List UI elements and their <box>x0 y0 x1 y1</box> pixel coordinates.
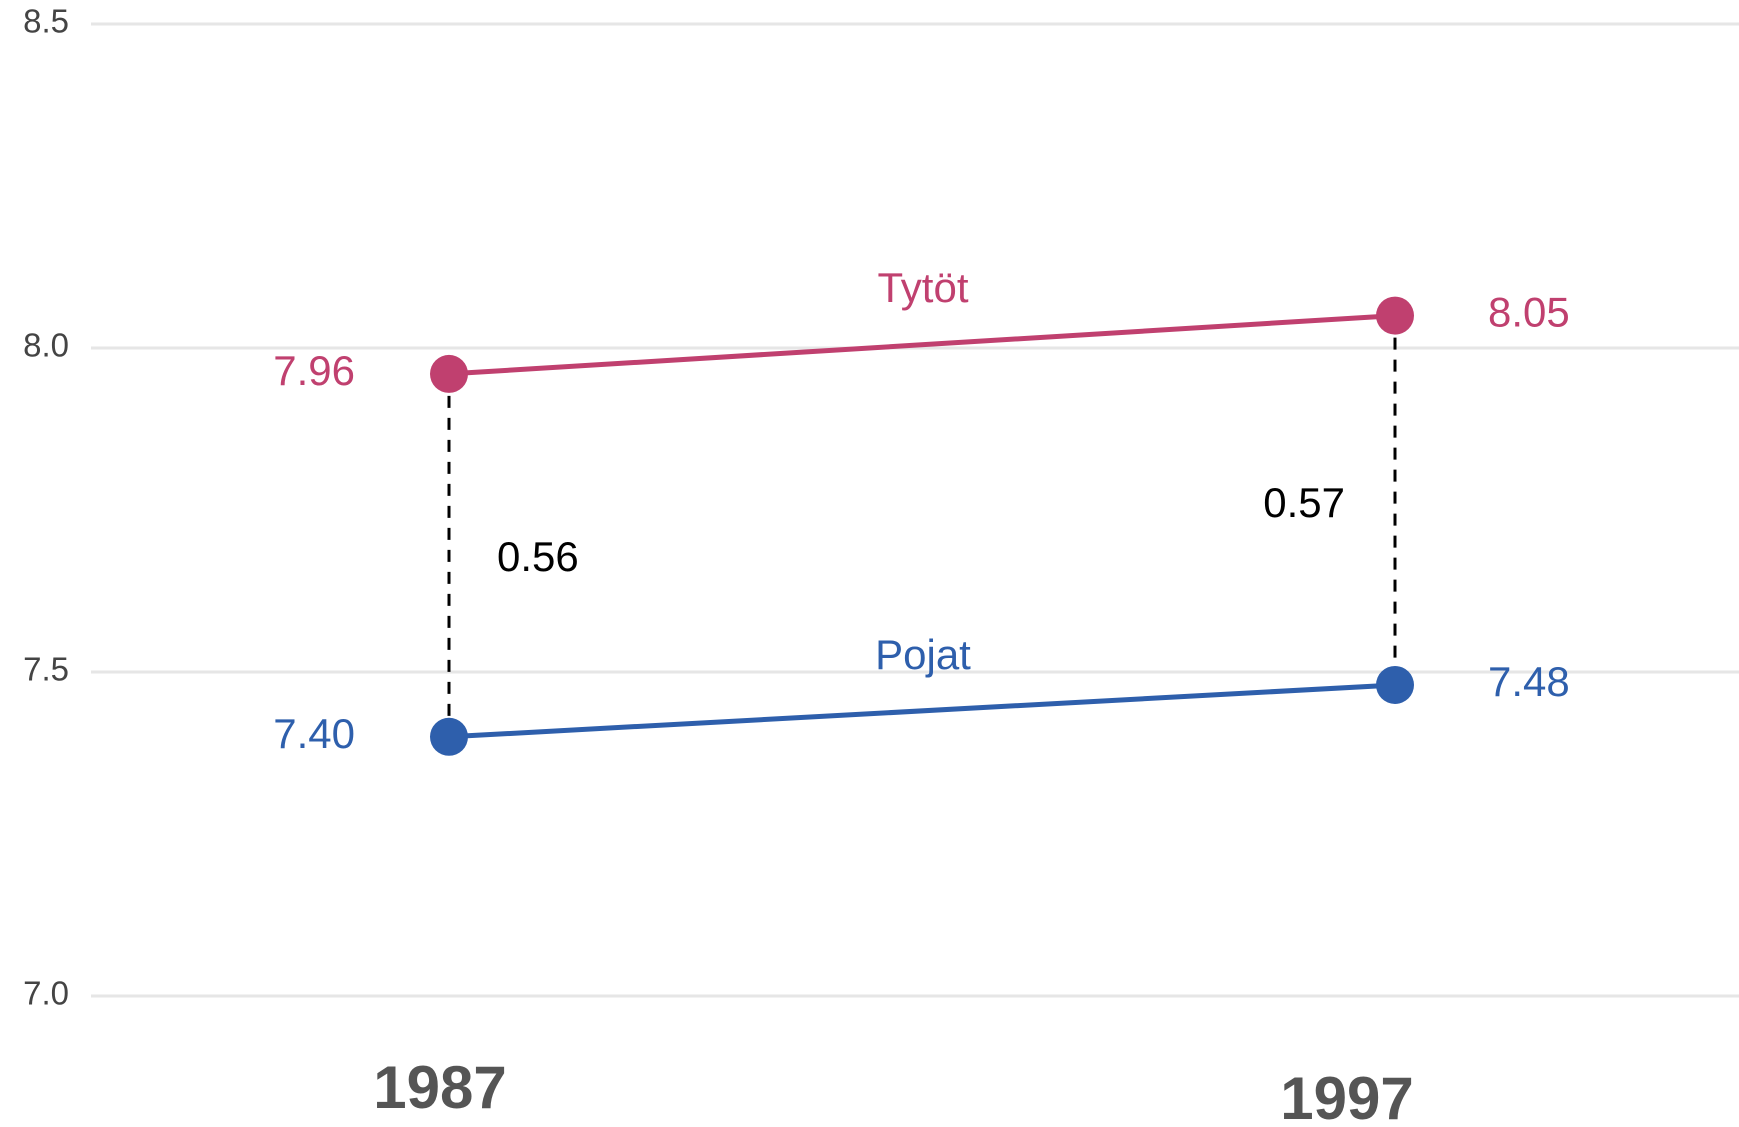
difference-label: 0.57 <box>1263 479 1345 526</box>
y-tick-label: 8.5 <box>23 3 69 40</box>
y-tick-label: 8.0 <box>23 327 69 364</box>
difference-label: 0.56 <box>497 533 579 580</box>
y-tick-label: 7.0 <box>23 975 69 1012</box>
data-point <box>1376 296 1414 335</box>
series-label: Tytöt <box>877 264 968 311</box>
y-tick-label: 7.5 <box>23 651 69 688</box>
series-line <box>448 313 1396 377</box>
value-label: 7.96 <box>273 347 355 394</box>
value-label: 7.40 <box>273 710 355 757</box>
series-label: Pojat <box>875 631 971 678</box>
series-line <box>448 682 1396 740</box>
x-tick-label: 1997 <box>1280 1065 1413 1127</box>
data-point <box>430 717 468 756</box>
value-label: 7.48 <box>1488 658 1570 705</box>
data-point <box>1376 665 1414 704</box>
value-label: 8.05 <box>1488 289 1570 336</box>
data-point <box>430 354 468 393</box>
x-tick-label: 1987 <box>373 1054 506 1121</box>
